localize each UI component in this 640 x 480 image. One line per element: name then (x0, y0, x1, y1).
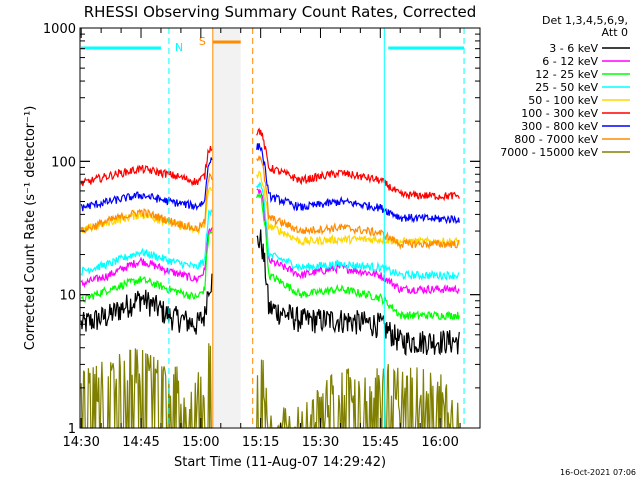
x-tick-label-1530: 15:30 (302, 435, 339, 450)
series-line-7-part-2 (256, 143, 460, 225)
legend-label-7: 300 - 800 keV (521, 120, 598, 133)
series-line-6-part-2 (256, 127, 460, 202)
series-line-1-part-1 (80, 273, 213, 335)
y-axis-label: Corrected Count Rate (s⁻¹ detector⁻¹) (23, 106, 38, 351)
legend-label-8: 800 - 7000 keV (514, 133, 598, 146)
x-tick-label-1430: 14:30 (62, 435, 99, 450)
y-tick-label-100: 100 (51, 155, 76, 170)
plot-frame (79, 27, 481, 429)
x-tick-label-1545: 15:45 (362, 435, 399, 450)
x-axis-label: Start Time (11-Aug-07 14:29:42) (174, 455, 386, 470)
plot-area: N S 1 10 100 1000 14:30 14:45 15:00 15:15 15:30 15:… (43, 22, 481, 450)
series-line-8-part-1 (80, 172, 213, 234)
y-tick-label-1000: 1000 (43, 22, 76, 37)
x-tick-label-1445: 14:45 (122, 435, 159, 450)
series-line-7-part-1 (80, 157, 213, 212)
series-line-2-part-2 (256, 188, 460, 295)
legend-label-4: 25 - 50 keV (535, 81, 598, 94)
legend-header-1: Det 1,3,4,5,6,9, (542, 14, 628, 27)
series-line-8-part-2 (256, 155, 460, 251)
series-line-1-part-2 (256, 229, 460, 357)
legend-label-2: 6 - 12 keV (542, 55, 598, 68)
y-tick-label-10: 10 (59, 289, 76, 304)
series-line-4-part-2 (256, 181, 460, 282)
legend-header-2: Att 0 (602, 26, 628, 39)
legend-label-6: 100 - 300 keV (521, 107, 598, 120)
flag-label-n: N (175, 41, 183, 54)
flag-label-s: S (199, 35, 206, 48)
x-tick-label-1500: 15:00 (182, 435, 219, 450)
series-line-5-part-2 (256, 170, 460, 247)
x-tick-label-1515: 15:15 (242, 435, 279, 450)
gap-shade (212, 29, 241, 427)
timestamp: 16-Oct-2021 07:06 (560, 468, 636, 477)
series-line-6-part-1 (80, 145, 213, 187)
legend-label-3: 12 - 25 keV (535, 68, 598, 81)
series-line-3-part-2 (256, 192, 460, 321)
chart-title: RHESSI Observing Summary Count Rates, Co… (84, 3, 477, 21)
x-tick-label-1600: 16:00 (421, 435, 458, 450)
legend-label-1: 3 - 6 keV (549, 42, 598, 55)
series-line-4-part-1 (80, 208, 213, 277)
series-line-3-part-1 (80, 230, 213, 303)
legend-label-9: 7000 - 15000 keV (500, 146, 598, 159)
legend-label-5: 50 - 100 keV (528, 94, 598, 107)
series-line-2-part-1 (80, 227, 213, 289)
y-tick-label-1: 1 (68, 422, 76, 437)
